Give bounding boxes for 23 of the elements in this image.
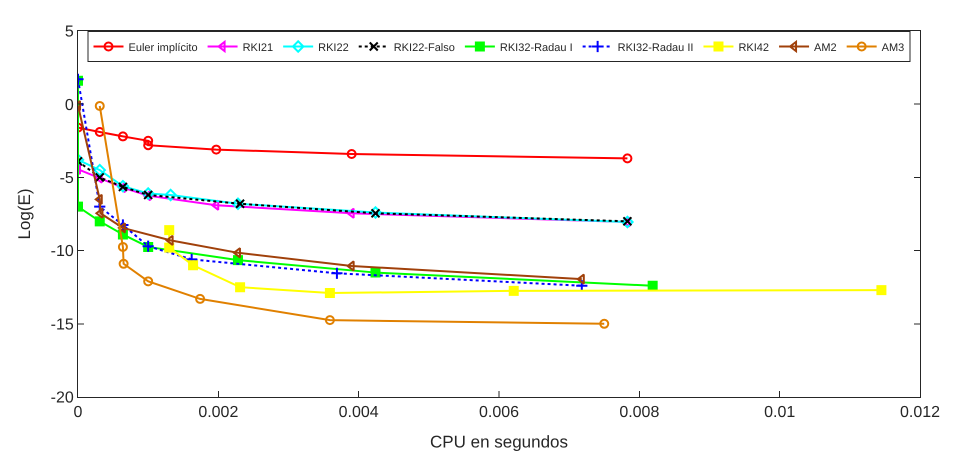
y-axis-title: Log(E): [15, 188, 34, 240]
legend-label: AM2: [814, 42, 837, 54]
y-tick-label: 5: [64, 24, 74, 41]
legend-label: RKI32-Radau II: [618, 42, 694, 54]
legend-label: Euler implícito: [128, 42, 198, 54]
legend-label: AM3: [882, 42, 904, 54]
y-tick-label: -10: [50, 243, 74, 260]
legend-label: RKI22: [318, 42, 349, 54]
y-tick-label: -5: [60, 170, 74, 187]
legend-label: RKI22-Falso: [394, 42, 455, 54]
x-tick-label: 0.006: [478, 404, 520, 422]
y-tick-label: 0: [64, 96, 74, 114]
legend-label: RKI42: [738, 42, 770, 54]
y-tick-label: -15: [50, 316, 74, 334]
legend-label: RKI21: [242, 42, 274, 54]
legend-label: RKI32-Radau I: [500, 42, 573, 54]
x-tick-label: 0.008: [619, 404, 660, 422]
x-tick-label: 0.002: [198, 404, 238, 422]
x-axis-title: CPU en segundos: [430, 432, 568, 452]
x-tick-label: 0.01: [764, 404, 796, 422]
x-tick-label: 0.004: [338, 404, 379, 422]
x-tick-label: 0.012: [900, 404, 940, 422]
y-tick-label: -20: [50, 390, 74, 407]
